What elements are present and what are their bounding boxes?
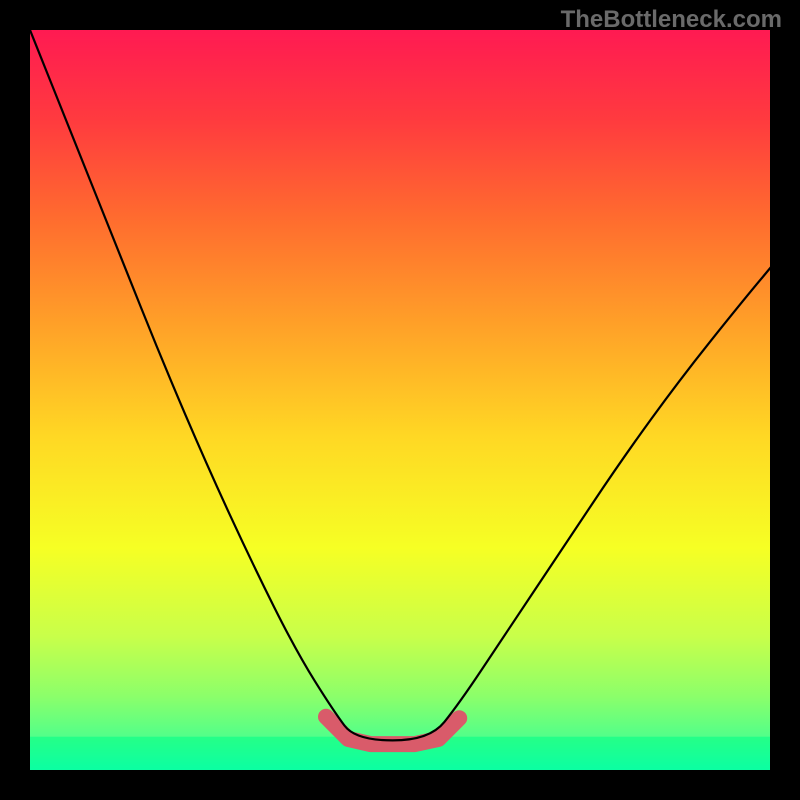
chart-frame xyxy=(30,30,770,770)
watermark-text: TheBottleneck.com xyxy=(561,6,782,34)
gradient-background xyxy=(30,30,770,770)
chart-svg xyxy=(30,30,770,770)
